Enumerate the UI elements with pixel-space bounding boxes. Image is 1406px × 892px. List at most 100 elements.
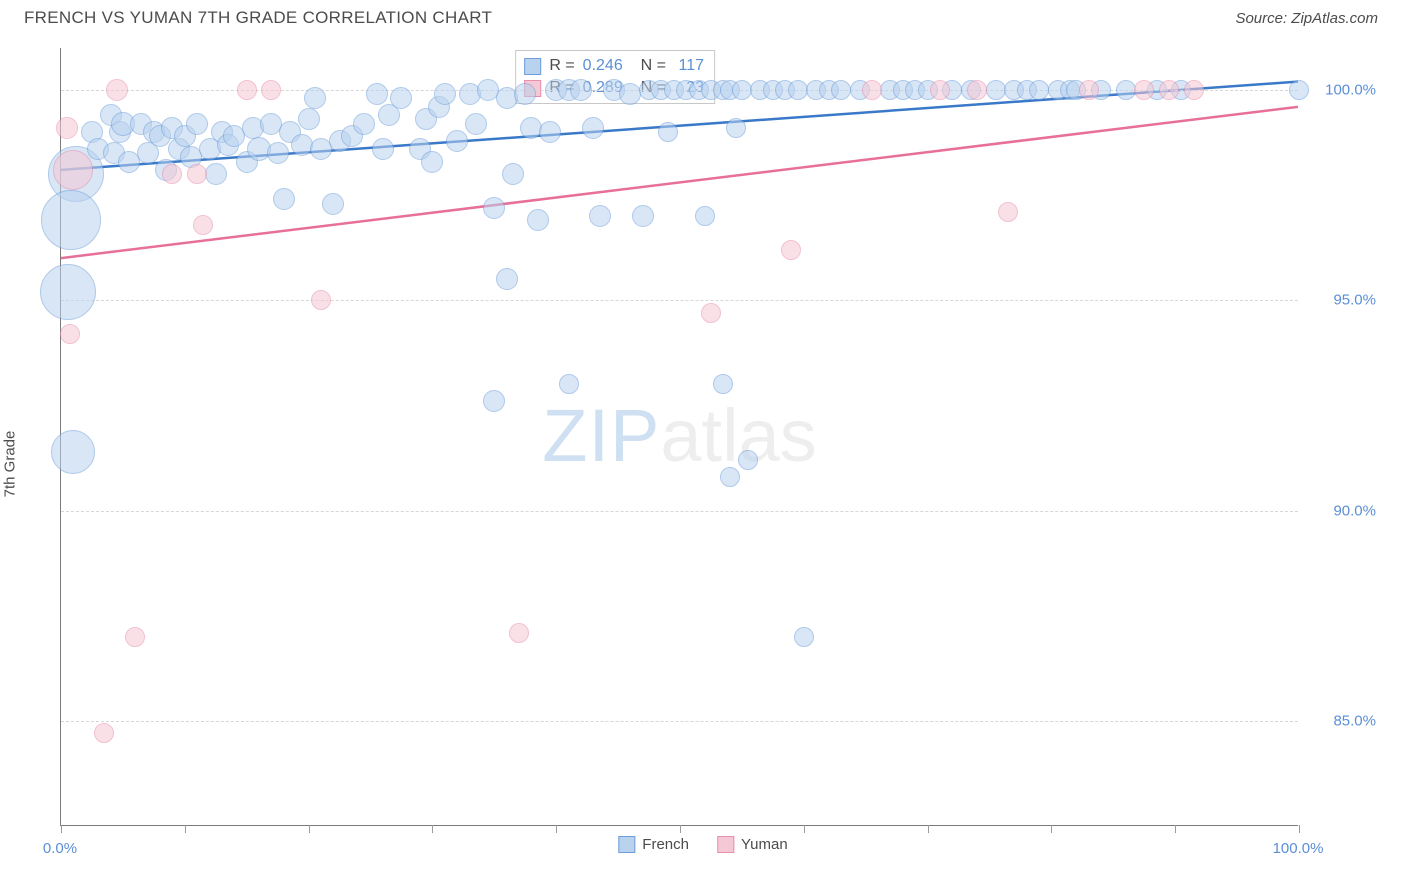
y-axis-label: 7th Grade (2, 431, 19, 498)
data-point (298, 108, 320, 130)
data-point (106, 79, 128, 101)
x-tick (556, 825, 557, 833)
data-point (125, 627, 145, 647)
legend-item: Yuman (717, 836, 788, 853)
data-point (304, 87, 326, 109)
x-tick-label-max: 100.0% (1273, 840, 1324, 857)
legend-label: French (642, 836, 689, 853)
data-point (311, 290, 331, 310)
data-point (527, 209, 549, 231)
data-point (1116, 80, 1136, 100)
n-label: N = (641, 57, 666, 75)
data-point (366, 83, 388, 105)
data-point (421, 151, 443, 173)
x-tick (61, 825, 62, 833)
x-tick (185, 825, 186, 833)
gridline (61, 721, 1298, 722)
data-point (589, 205, 611, 227)
x-tick (680, 825, 681, 833)
data-point (353, 113, 375, 135)
data-point (695, 206, 715, 226)
x-tick (928, 825, 929, 833)
r-value: 0.246 (583, 57, 627, 75)
data-point (40, 264, 96, 320)
data-point (732, 80, 752, 100)
data-point (446, 130, 468, 152)
y-tick-label: 85.0% (1333, 712, 1376, 729)
data-point (56, 117, 78, 139)
x-tick (1299, 825, 1300, 833)
y-tick-label: 100.0% (1325, 82, 1376, 99)
data-point (570, 79, 592, 101)
gridline (61, 300, 1298, 301)
data-point (559, 374, 579, 394)
data-point (273, 188, 295, 210)
x-tick (432, 825, 433, 833)
data-point (94, 723, 114, 743)
gridline (61, 511, 1298, 512)
x-tick (804, 825, 805, 833)
data-point (1134, 80, 1154, 100)
data-point (372, 138, 394, 160)
data-point (502, 163, 524, 185)
watermark-zip: ZIP (542, 393, 660, 476)
x-tick (1051, 825, 1052, 833)
data-point (483, 390, 505, 412)
data-point (738, 450, 758, 470)
data-point (1289, 80, 1309, 100)
data-point (1159, 80, 1179, 100)
data-point (322, 193, 344, 215)
chart-container: 7th Grade ZIPatlas R =0.246N =117R =0.28… (24, 44, 1382, 884)
data-point (162, 164, 182, 184)
data-point (998, 202, 1018, 222)
data-point (788, 80, 808, 100)
data-point (434, 83, 456, 105)
data-point (720, 467, 740, 487)
plot-area: ZIPatlas R =0.246N =117R =0.289N =23 85.… (60, 48, 1298, 826)
data-point (726, 118, 746, 138)
x-tick (309, 825, 310, 833)
data-point (1184, 80, 1204, 100)
data-point (496, 268, 518, 290)
legend-swatch (717, 836, 734, 853)
data-point (237, 80, 257, 100)
source-attribution: Source: ZipAtlas.com (1235, 10, 1378, 27)
data-point (509, 623, 529, 643)
data-point (1029, 80, 1049, 100)
data-point (60, 324, 80, 344)
legend-item: French (618, 836, 689, 853)
data-point (619, 83, 641, 105)
data-point (862, 80, 882, 100)
data-point (483, 197, 505, 219)
data-point (186, 113, 208, 135)
legend-label: Yuman (741, 836, 788, 853)
legend-swatch (618, 836, 635, 853)
data-point (794, 627, 814, 647)
series-legend: French Yuman (618, 836, 787, 853)
chart-title: FRENCH VS YUMAN 7TH GRADE CORRELATION CH… (24, 8, 492, 28)
data-point (781, 240, 801, 260)
data-point (41, 190, 101, 250)
data-point (187, 164, 207, 184)
watermark: ZIPatlas (542, 392, 816, 477)
data-point (967, 80, 987, 100)
legend-swatch (524, 58, 541, 75)
data-point (1079, 80, 1099, 100)
data-point (53, 150, 93, 190)
y-tick-label: 90.0% (1333, 502, 1376, 519)
data-point (930, 80, 950, 100)
data-point (205, 163, 227, 185)
data-point (193, 215, 213, 235)
r-label: R = (549, 57, 574, 75)
data-point (261, 80, 281, 100)
data-point (831, 80, 851, 100)
y-tick-label: 95.0% (1333, 292, 1376, 309)
data-point (713, 374, 733, 394)
n-value: 117 (674, 57, 704, 75)
data-point (658, 122, 678, 142)
data-point (51, 430, 95, 474)
data-point (582, 117, 604, 139)
data-point (514, 83, 536, 105)
data-point (539, 121, 561, 143)
data-point (701, 303, 721, 323)
